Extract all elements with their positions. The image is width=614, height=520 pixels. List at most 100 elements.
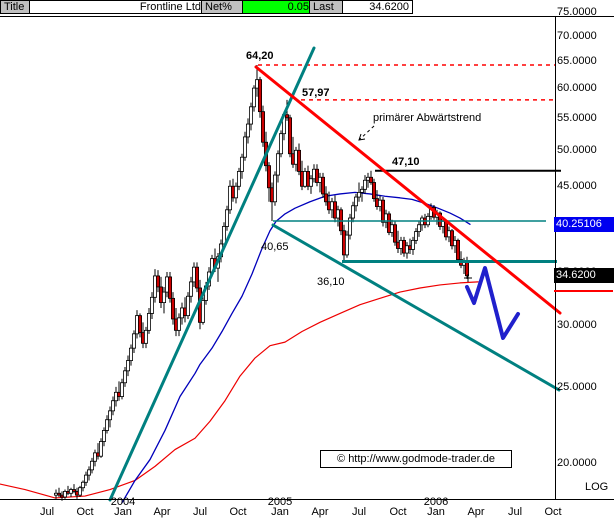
y-axis-line [555,16,556,499]
candle-up [84,474,89,483]
candle-down [287,117,292,155]
y-axis-tick-label: 60.0000 [557,82,597,94]
candle-up [149,296,154,314]
x-axis-tick-label: Jan [114,506,132,518]
x-axis-tick-label: Apr [467,506,485,518]
candle-up [126,360,131,372]
last-price-value: 34.6200 [342,0,413,14]
y-axis-tick-label: 65.0000 [557,55,597,67]
candle-down [464,262,469,277]
net-label: Net% [201,0,246,14]
candle-down [257,79,262,113]
candle-up [188,281,193,297]
y-axis-tick-label: 25.0000 [557,381,597,393]
candle-down [260,111,265,143]
candle-up [410,239,415,250]
candle-down [296,149,301,172]
candle-up [99,441,104,457]
candle-up [248,106,253,125]
candle-up [161,291,166,303]
candle-up [356,191,361,198]
ma-50-blue-line [121,191,471,504]
candle-up [176,317,181,331]
x-axis-tick-label: Jan [271,506,289,518]
x-axis-tick-label: Oct [389,506,407,518]
candle-up [146,313,151,331]
candle-up [128,347,133,361]
candle-up [90,460,95,471]
candle-up [123,370,128,384]
candle-down [170,297,175,320]
x-axis-tick-label: Jul [192,506,208,518]
candle-up [224,209,229,227]
chart-annotation: 36,10 [317,276,345,288]
candle-up [108,410,113,421]
candle-up [185,295,190,317]
axis-price-marker: 34.6200 [554,268,614,283]
primary-downtrend-line [254,65,562,315]
candle-up [272,174,277,203]
candle-down [314,168,319,183]
candle-down [392,224,397,243]
candle-up [239,156,244,172]
x-axis-tick-label: Jan [427,506,445,518]
descending-channel-line [271,223,561,392]
candle-up [87,469,92,476]
candle-down [194,266,199,289]
candle-up [362,179,367,190]
candle-up [200,300,205,323]
candle-up [93,452,98,462]
x-axis-year-label: 2005 [267,496,293,508]
chart-annotation: 64,20 [246,50,274,62]
candle-down [386,213,391,233]
x-axis-tick-label: Oct [544,506,562,518]
candle-up [245,123,250,138]
candle-up [275,153,280,176]
title-label: Title [0,0,33,14]
y-axis-tick-label: 75.0000 [557,6,597,18]
candle-up [416,224,421,233]
candle-down [137,315,142,334]
candle-down [284,114,289,119]
candle-down [57,492,62,496]
x-axis-tick-label: Apr [153,506,171,518]
x-axis-line [0,499,614,500]
candle-up [347,217,352,236]
candle-down [371,182,376,200]
candle-down [449,230,454,247]
candle-up [63,491,68,498]
x-axis-tick-label: Jul [507,506,523,518]
y-axis-tick-label: 20.0000 [557,457,597,469]
last-price-red-line [554,290,613,292]
candle-up [353,196,358,207]
candle-down [368,176,373,183]
candle-up [143,329,148,344]
candle-up [131,333,136,349]
watermark-link: © http://www.godmode-trader.de [320,450,512,468]
candle-up [78,487,83,496]
candle-up [242,136,247,158]
chart-annotation: 47,10 [392,156,420,168]
y-axis-tick-label: 45.0000 [557,180,597,192]
candle-down [167,276,172,299]
chart-annotation: 57,97 [302,87,330,99]
x-axis-year-label: 2004 [110,496,136,508]
chart-annotation: primärer Abwärtstrend [373,112,482,124]
chart-annotation: 40,65 [261,241,289,253]
x-axis-tick-label: Apr [311,506,329,518]
x-axis-year-label: 2006 [423,496,449,508]
candle-up [233,185,238,199]
x-axis-tick-label: Oct [229,506,247,518]
candle-down [437,212,442,227]
axis-price-marker: 40.25106 [554,217,614,232]
net-change-value: 0.05 [242,0,313,14]
candle-up [350,205,355,219]
candle-up [120,382,125,397]
candle-up [251,87,256,108]
annotation-arrowhead [358,133,366,141]
last-label: Last [309,0,346,14]
candle-down [323,193,328,203]
candle-up [105,419,110,431]
